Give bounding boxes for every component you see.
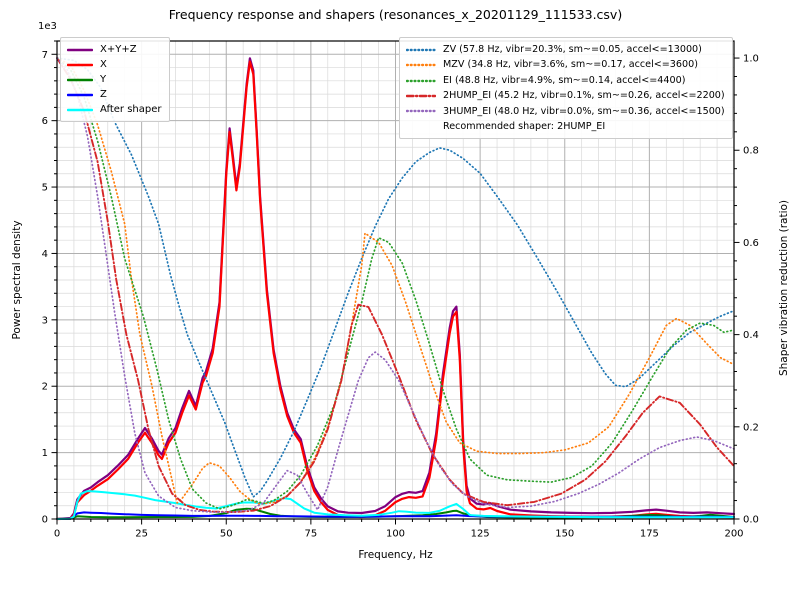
legend-swatch [67, 106, 93, 114]
legend-item-label: X [100, 59, 107, 70]
legend-swatch [67, 76, 93, 84]
y-left-tick-label: 3 [42, 315, 48, 326]
series-line-3hump-ei [56, 57, 735, 513]
legend-item: X [67, 57, 162, 72]
series-line-x-y-z [55, 57, 736, 521]
y-left-tick-label: 2 [42, 382, 48, 393]
x-tick-label: 0 [54, 529, 60, 540]
legend-item: Recommended shaper: 2HUMP_EI [406, 119, 725, 134]
y-left-tick-label: 0 [42, 515, 48, 526]
x-tick-label: 25 [135, 529, 148, 540]
y-left-tick-label: 1 [42, 448, 48, 459]
legend-item-label: X+Y+Z [100, 44, 137, 55]
y-right-tick-label: 0.8 [743, 146, 759, 157]
series-line-ei [56, 57, 735, 510]
series-line-x [55, 60, 736, 521]
legend-swatch [67, 91, 93, 99]
series-line-2hump-ei [56, 57, 735, 514]
series-line-zv [56, 57, 735, 498]
y-axis-offset-label: 1e3 [38, 21, 57, 32]
legend-swatch [67, 61, 93, 69]
y-right-tick-label: 0.4 [743, 330, 759, 341]
y-axis-right-label: Shaper vibration reduction (ratio) [778, 199, 790, 377]
legend-series: X+Y+Z X Y Z After shaper [60, 37, 170, 122]
ticks [51, 40, 740, 525]
legend-item: Y [67, 72, 162, 87]
legend-item-label: Z [100, 89, 107, 100]
y-right-tick-label: 0.6 [743, 238, 759, 249]
legend-item: After shaper [67, 102, 162, 117]
legend-item-label: 3HUMP_EI (48.0 Hz, vibr=0.0%, sm~=0.36, … [443, 105, 725, 117]
chart-title: Frequency response and shapers (resonanc… [168, 7, 623, 22]
x-tick-label: 50 [220, 529, 233, 540]
legend-item-label: After shaper [100, 104, 162, 115]
legend-item: 2HUMP_EI (45.2 Hz, vibr=0.1%, sm~=0.26, … [406, 88, 725, 103]
x-tick-label: 200 [724, 529, 743, 540]
x-tick-label: 100 [386, 529, 405, 540]
legend-swatch [406, 46, 436, 54]
legend-item: EI (48.8 Hz, vibr=4.9%, sm~=0.14, accel<… [406, 73, 725, 88]
legend-shapers: ZV (57.8 Hz, vibr=20.3%, sm~=0.05, accel… [399, 37, 733, 140]
x-tick-label: 175 [640, 529, 659, 540]
x-tick-label: 75 [305, 529, 318, 540]
y-left-tick-label: 6 [42, 116, 48, 127]
legend-swatch [67, 46, 93, 54]
y-right-tick-label: 0.2 [743, 422, 759, 433]
series-line-mzv [56, 57, 735, 506]
tick-labels: 0 25 50 75 100 125 150 175 200 0 1 2 3 4 5 6 7 0.0 0.2 0.4 0… [42, 50, 759, 540]
legend-item-label: MZV (34.8 Hz, vibr=3.6%, sm~=0.17, accel… [443, 59, 698, 71]
legend-item: ZV (57.8 Hz, vibr=20.3%, sm~=0.05, accel… [406, 42, 725, 57]
y-right-tick-label: 1.0 [743, 54, 759, 65]
x-tick-label: 150 [555, 529, 574, 540]
legend-swatch [406, 77, 436, 85]
series-line-after-shaper [56, 490, 735, 520]
legend-item: MZV (34.8 Hz, vibr=3.6%, sm~=0.17, accel… [406, 57, 725, 72]
legend-item-label: EI (48.8 Hz, vibr=4.9%, sm~=0.14, accel<… [443, 74, 686, 86]
x-axis-label: Frequency, Hz [358, 549, 433, 561]
legend-item-label: Recommended shaper: 2HUMP_EI [443, 121, 606, 133]
legend-swatch [406, 92, 436, 100]
legend-item-label: Y [100, 74, 107, 85]
x-tick-label: 125 [471, 529, 490, 540]
legend-swatch [406, 107, 436, 115]
y-left-tick-label: 7 [42, 50, 48, 61]
legend-item: 3HUMP_EI (48.0 Hz, vibr=0.0%, sm~=0.36, … [406, 104, 725, 119]
legend-item-label: 2HUMP_EI (45.2 Hz, vibr=0.1%, sm~=0.26, … [443, 90, 725, 102]
y-right-tick-label: 0.0 [743, 515, 759, 526]
y-left-tick-label: 5 [42, 183, 48, 194]
legend-item: Z [67, 87, 162, 102]
legend-swatch [406, 61, 436, 69]
legend-item: X+Y+Z [67, 42, 162, 57]
y-axis-left-label: Power spectral density [11, 220, 23, 340]
legend-swatch [406, 123, 436, 131]
y-left-tick-label: 4 [42, 249, 48, 260]
series [55, 57, 736, 521]
legend-item-label: ZV (57.8 Hz, vibr=20.3%, sm~=0.05, accel… [443, 44, 702, 55]
